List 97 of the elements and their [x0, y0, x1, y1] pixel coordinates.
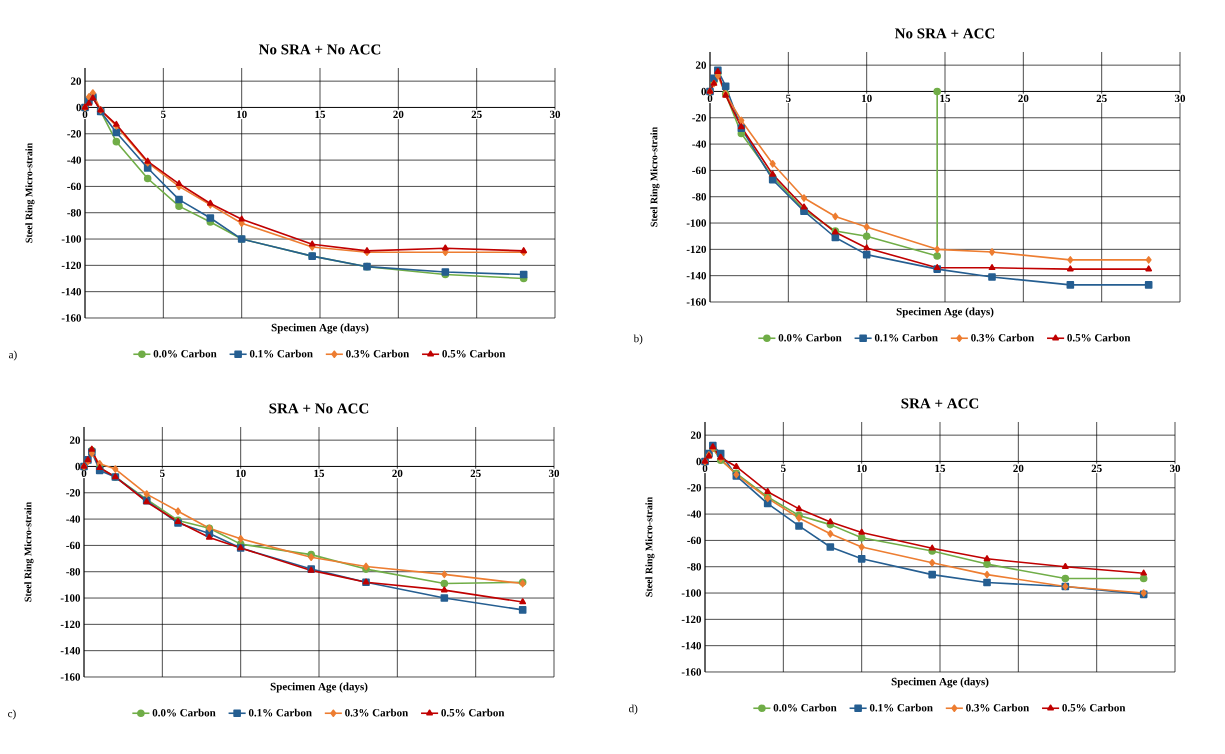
x-axis-title: Specimen Age (days): [271, 323, 369, 334]
y-tick-label: -100: [686, 219, 707, 227]
y-tick-label: -40: [687, 510, 702, 518]
legend-label: 0.1% Carbon: [869, 703, 933, 712]
x-tick-label: 10: [857, 464, 867, 473]
y-tick-label: -80: [67, 209, 82, 217]
legend-label: 0.0% Carbon: [153, 349, 217, 358]
x-tick-label: 5: [160, 469, 165, 477]
legend-label: 0.5% Carbon: [442, 349, 506, 358]
y-tick-label: 20: [695, 61, 707, 69]
x-tick-label: 20: [392, 469, 403, 478]
x-tick-label: 0: [82, 110, 88, 119]
legend-label: 0.0% Carbon: [773, 703, 837, 712]
legend-label: 0.1% Carbon: [874, 333, 938, 342]
chart-title: SRA + ACC: [901, 398, 979, 409]
y-tick-label: -20: [687, 484, 702, 492]
y-tick-label: -120: [686, 245, 707, 254]
x-tick-label: 5: [161, 110, 166, 118]
y-tick-label: 20: [69, 436, 81, 444]
legend-label: 0.3% Carbon: [345, 708, 409, 717]
y-tick-label: -40: [692, 140, 707, 148]
y-tick-label: -20: [692, 114, 707, 122]
y-tick-label: 0: [76, 103, 82, 112]
y-axis-title: Steel Ring Micro-strain: [650, 126, 660, 227]
legend-label: 0.5% Carbon: [1062, 703, 1126, 712]
legend-label: 0.1% Carbon: [248, 708, 312, 717]
x-tick-label: 25: [1091, 464, 1102, 473]
x-tick-label: 20: [1018, 94, 1029, 103]
legend-label: 0.5% Carbon: [441, 708, 505, 717]
text: b): [633, 334, 643, 345]
legend-label: 0.5% Carbon: [1067, 333, 1131, 342]
y-tick-label: -100: [60, 594, 81, 602]
y-tick-label: -20: [66, 489, 81, 497]
y-axis-title: Steel Ring Micro-strain: [24, 501, 34, 602]
y-tick-label: -80: [66, 568, 81, 576]
y-tick-label: -160: [60, 673, 81, 681]
x-tick-label: 25: [1096, 94, 1107, 103]
y-tick-label: 20: [70, 77, 82, 85]
x-tick-label: 15: [935, 464, 946, 473]
legend-label: 0.3% Carbon: [346, 349, 410, 358]
x-tick-label: 10: [236, 469, 246, 478]
x-axis-title: Specimen Age (days): [896, 307, 994, 318]
y-tick-label: -140: [686, 271, 707, 280]
x-tick-label: 20: [393, 110, 404, 119]
x-tick-label: 15: [315, 110, 326, 119]
y-tick-label: -100: [681, 589, 702, 597]
chart-title: No SRA + No ACC: [258, 44, 381, 55]
legend-label: 0.3% Carbon: [966, 703, 1030, 712]
x-tick-label: 30: [548, 469, 560, 478]
x-tick-label: 0: [707, 94, 713, 103]
x-tick-label: 30: [549, 110, 561, 119]
y-tick-label: -120: [60, 620, 81, 629]
y-axis-title: Steel Ring Micro-strain: [25, 142, 35, 243]
y-tick-label: -60: [692, 166, 707, 175]
y-tick-label: 0: [701, 87, 707, 96]
y-tick-label: -80: [687, 563, 702, 571]
y-tick-label: -160: [686, 298, 707, 306]
y-tick-label: -40: [66, 515, 81, 523]
x-tick-label: 5: [786, 94, 791, 102]
y-tick-label: -80: [692, 193, 707, 201]
y-tick-label: -140: [681, 641, 702, 650]
x-tick-label: 10: [237, 110, 247, 119]
y-axis-title: Steel Ring Micro-strain: [645, 496, 655, 597]
y-tick-label: -60: [67, 182, 82, 191]
x-tick-label: 30: [1174, 94, 1186, 103]
text: d): [629, 704, 638, 715]
chart-title: No SRA + ACC: [894, 28, 995, 39]
x-tick-label: 5: [781, 464, 786, 472]
chart-title: SRA + No ACC: [269, 403, 369, 414]
y-tick-label: 0: [696, 457, 702, 466]
y-tick-label: -140: [61, 287, 82, 296]
y-tick-label: -40: [67, 156, 82, 164]
legend-label: 0.0% Carbon: [778, 333, 842, 342]
x-tick-label: 10: [862, 94, 872, 103]
legend-label: 0.0% Carbon: [152, 708, 216, 717]
y-tick-label: -120: [681, 615, 702, 624]
y-tick-label: 20: [690, 431, 702, 439]
x-tick-label: 15: [314, 469, 325, 478]
y-tick-label: -160: [61, 314, 82, 322]
legend-label: 0.1% Carbon: [249, 349, 313, 358]
text: a): [9, 350, 17, 361]
x-tick-label: 30: [1169, 464, 1181, 473]
y-tick-label: -100: [61, 235, 82, 243]
x-axis-title: Specimen Age (days): [891, 677, 989, 688]
y-tick-label: -60: [66, 541, 81, 550]
text: c): [8, 709, 16, 720]
legend-label: 0.3% Carbon: [971, 333, 1035, 342]
x-axis-title: Specimen Age (days): [270, 682, 368, 693]
y-tick-label: -20: [67, 130, 82, 138]
x-tick-label: 20: [1013, 464, 1024, 473]
x-tick-label: 25: [471, 110, 482, 119]
y-tick-label: -160: [681, 668, 702, 676]
y-tick-label: -60: [687, 536, 702, 545]
x-tick-label: 15: [940, 94, 951, 103]
x-tick-label: 25: [470, 469, 481, 478]
y-tick-label: -120: [61, 261, 82, 270]
y-tick-label: -140: [60, 646, 81, 655]
